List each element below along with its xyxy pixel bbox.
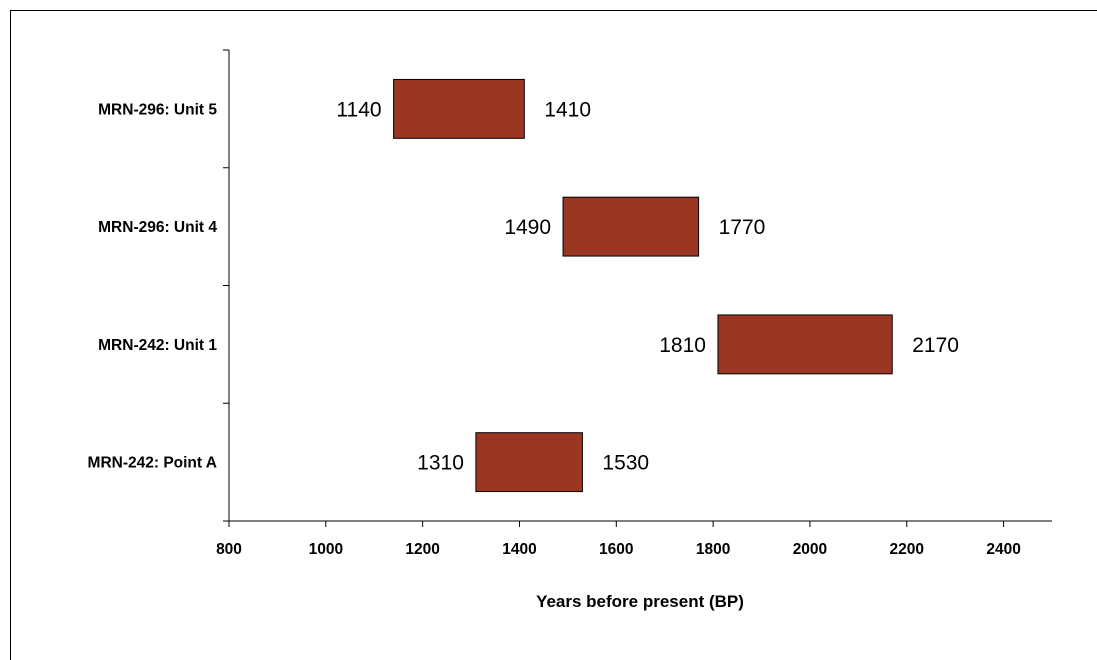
data-labels: 1140 1410 1490 1770 1810 2170 1310 1530 <box>336 98 959 474</box>
x-tick-label: 1000 <box>309 541 343 558</box>
x-tick-label: 1800 <box>696 541 730 558</box>
range-bar <box>562 196 700 257</box>
range-start-label: 1810 <box>659 334 706 357</box>
x-tick-label: 2000 <box>793 541 827 558</box>
range-end-label: 2170 <box>912 334 959 357</box>
range-start-label: 1310 <box>417 452 464 475</box>
range-start-label: 1490 <box>504 216 551 239</box>
range-bar <box>475 432 583 493</box>
range-bar <box>393 78 525 139</box>
x-tick-label: 2200 <box>890 541 924 558</box>
category-labels: MRN-296: Unit 5 MRN-296: Unit 4 MRN-242: U… <box>88 101 218 471</box>
bars <box>393 78 893 493</box>
x-ticks: 800 1000 1200 1400 1600 1800 2000 2200 2400 <box>216 521 1021 558</box>
category-label: MRN-242: Point A <box>88 455 217 472</box>
x-tick-label: 1400 <box>502 541 536 558</box>
x-tick-label: 1600 <box>599 541 633 558</box>
x-tick-label: 2400 <box>986 541 1020 558</box>
x-tick-label: 800 <box>216 541 242 558</box>
range-end-label: 1410 <box>544 98 591 121</box>
category-label: MRN-296: Unit 5 <box>98 101 217 118</box>
category-label: MRN-296: Unit 4 <box>98 219 217 236</box>
range-start-label: 1140 <box>336 98 381 121</box>
range-end-label: 1770 <box>719 216 766 239</box>
x-axis-title: Years before present (BP) <box>536 592 744 611</box>
category-label: MRN-242: Unit 1 <box>98 337 217 354</box>
y-ticks <box>223 49 229 522</box>
range-end-label: 1530 <box>602 452 649 475</box>
x-tick-label: 1200 <box>405 541 439 558</box>
chart-frame <box>10 10 1097 660</box>
range-bar <box>717 314 893 375</box>
